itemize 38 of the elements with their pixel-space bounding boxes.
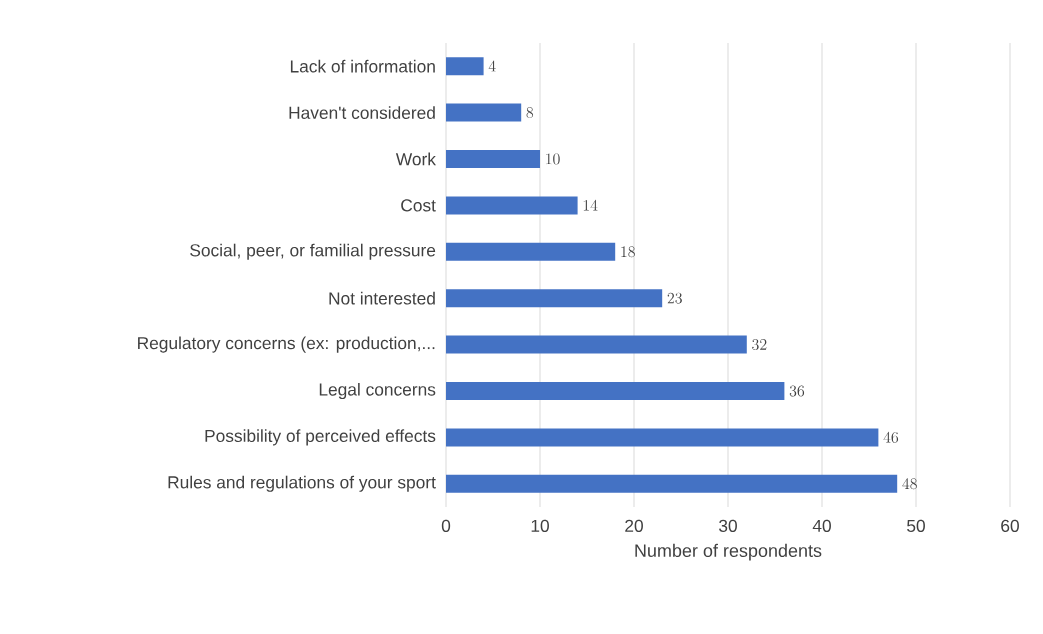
- data-label: 48: [902, 478, 917, 490]
- bar: [446, 57, 484, 76]
- y-tick-label: Cost: [401, 199, 436, 212]
- x-tick-label: 30: [719, 519, 737, 532]
- data-label: 32: [752, 339, 767, 351]
- x-tick-label: 20: [625, 519, 643, 532]
- y-tick-label: Lack of information: [290, 59, 435, 73]
- data-label: 8: [526, 107, 534, 119]
- data-label: 23: [667, 292, 682, 304]
- y-tick-label: Possibility of perceived effects: [205, 429, 436, 446]
- data-label: 14: [583, 199, 598, 211]
- x-tick-label: 50: [907, 519, 925, 532]
- y-tick-label: Regulatory concerns (ex: production,...: [138, 336, 435, 353]
- x-tick-label: 0: [441, 519, 451, 532]
- bar: [446, 103, 522, 122]
- x-tick-label: 10: [531, 519, 549, 532]
- data-label: 18: [621, 246, 635, 258]
- data-label: 46: [883, 431, 899, 443]
- y-tick-label: Not interested: [329, 291, 435, 305]
- y-tick-label: Haven't considered: [289, 106, 435, 119]
- bar: [446, 289, 663, 308]
- y-tick-label: Social, peer, or familial pressure: [190, 243, 436, 260]
- bar: [446, 149, 540, 168]
- bar: [446, 474, 898, 493]
- y-tick-label: Rules and regulations of your sport: [168, 475, 436, 492]
- x-tick-label: 60: [1001, 519, 1019, 532]
- y-tick-label: Work: [395, 152, 436, 166]
- x-tick-label: 40: [812, 519, 831, 532]
- bar: [446, 428, 879, 447]
- y-tick-label: Legal concerns: [319, 382, 436, 400]
- x-axis-title: Number of respondents: [635, 543, 822, 561]
- bar: [446, 381, 785, 400]
- data-label: 4: [488, 60, 496, 72]
- data-label: 10: [546, 153, 560, 165]
- bar: [446, 335, 747, 354]
- bar: [446, 242, 616, 261]
- data-label: 36: [789, 385, 805, 397]
- bar: [446, 196, 578, 215]
